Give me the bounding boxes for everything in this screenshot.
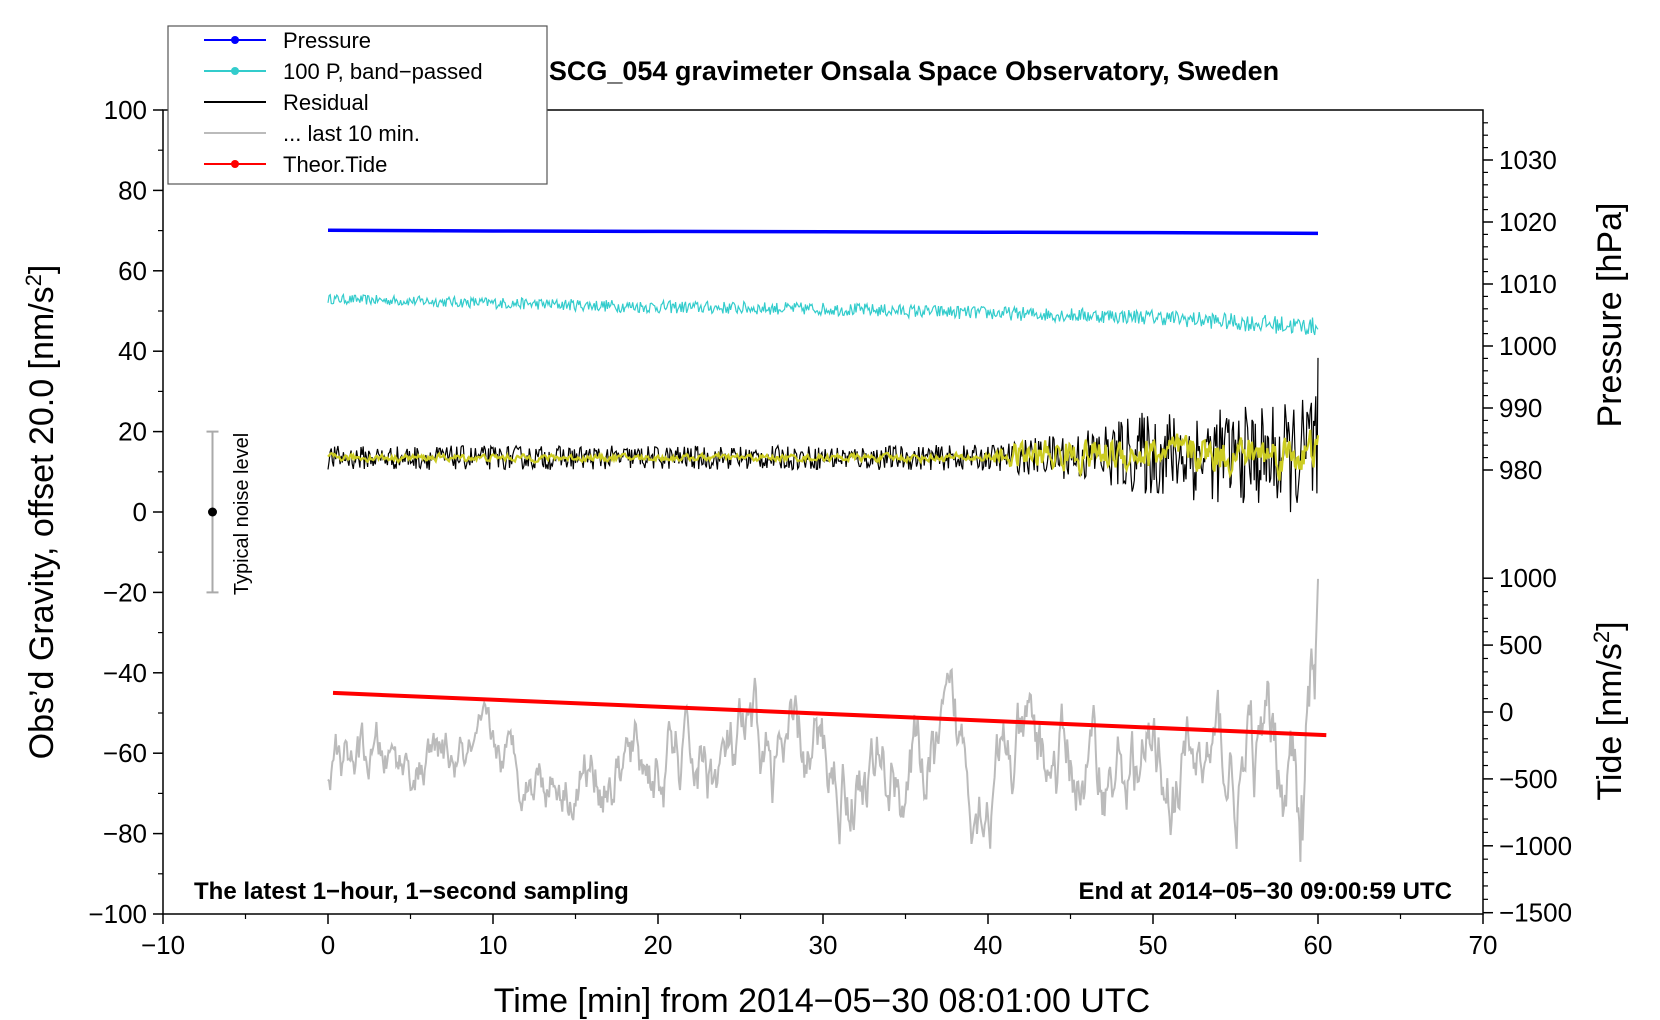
- noise-level-label: Typical noise level: [231, 433, 253, 595]
- x-tick-label: 30: [809, 930, 838, 960]
- legend-entry: Theor.Tide: [204, 152, 387, 177]
- series-line-100-p-band-passed: [327, 292, 1319, 336]
- pressure-axis-ticks: 980 990 1000 1010 1020 1030: [1483, 122, 1557, 485]
- series-line-residual-smoothed: [327, 429, 1320, 481]
- legend-label: Pressure: [283, 28, 371, 53]
- x-tick-label: −10: [141, 930, 185, 960]
- legend-swatch-marker: [231, 67, 239, 75]
- annotation-sampling: The latest 1−hour, 1−second sampling: [194, 878, 629, 905]
- y-tick-label: 80: [118, 175, 147, 205]
- tide-tick-label: −1500: [1499, 898, 1572, 928]
- legend-entry: ... last 10 min.: [204, 121, 420, 146]
- tide-axis-title: Tide [nm/s2]: [1589, 621, 1630, 800]
- y-tick-label: 60: [118, 256, 147, 286]
- tide-axis-title-superscript: 2: [1589, 631, 1614, 643]
- y-tick-label: −20: [103, 577, 147, 607]
- pressure-axis-title: Pressure [hPa]: [1591, 203, 1629, 428]
- y-axis-title-text: Obs’d Gravity, offset 20.0 [nm/s: [23, 286, 61, 759]
- x-tick-label: 10: [479, 930, 508, 960]
- legend-swatch-marker: [231, 160, 239, 168]
- legend-label: Theor.Tide: [283, 152, 387, 177]
- data-series: [327, 228, 1327, 862]
- tide-tick-label: −500: [1499, 764, 1558, 794]
- series-line-last-10-min: [327, 578, 1319, 862]
- noise-level-dot: [208, 507, 217, 517]
- tide-axis-ticks: −1500 −1000 −500 0 500 1000: [1483, 563, 1572, 928]
- noise-level-indicator: [206, 430, 219, 594]
- x-tick-label: 50: [1139, 930, 1168, 960]
- tide-axis-title-text: Tide [nm/s: [1591, 643, 1629, 800]
- x-tick-label: 60: [1304, 930, 1333, 960]
- x-tick-label: 0: [321, 930, 335, 960]
- y-axis-title-superscript: 2: [21, 274, 46, 286]
- pressure-tick-label: 1010: [1499, 269, 1557, 299]
- legend-box: [167, 25, 548, 185]
- legend-swatch-marker: [231, 36, 239, 44]
- plot-frame: [162, 109, 1484, 915]
- x-axis-title: Time [min] from 2014−05−30 08:01:00 UTC: [494, 982, 1150, 1020]
- annotation-end-time: End at 2014−05−30 09:00:59 UTC: [1078, 878, 1452, 905]
- legend-label: Residual: [283, 90, 369, 115]
- pressure-tick-label: 980: [1499, 455, 1542, 485]
- legend-entry: 100 P, band−passed: [204, 59, 483, 84]
- tide-tick-label: 500: [1499, 630, 1542, 660]
- legend-label: 100 P, band−passed: [283, 59, 483, 84]
- y-axis-title-left: Obs’d Gravity, offset 20.0 [nm/s2]: [21, 265, 62, 760]
- pressure-tick-label: 1020: [1499, 207, 1557, 237]
- x-tick-label: 20: [644, 930, 673, 960]
- y-axis-title-bracket: ]: [23, 265, 61, 274]
- tide-tick-label: −1000: [1499, 831, 1572, 861]
- series-line-pressure: [327, 228, 1319, 236]
- pressure-tick-label: 1000: [1499, 331, 1557, 361]
- y-tick-label: −100: [88, 899, 147, 929]
- y-tick-label: −80: [103, 819, 147, 849]
- tide-tick-label: 0: [1499, 697, 1513, 727]
- pressure-tick-label: 1030: [1499, 145, 1557, 175]
- y-tick-label: 0: [133, 497, 147, 527]
- legend: Pressure 100 P, band−passed Residual ... la…: [167, 25, 548, 185]
- x-tick-label: 70: [1469, 930, 1498, 960]
- legend-entry: Pressure: [204, 28, 371, 53]
- chart-title: SCG_054 gravimeter Onsala Space Observat…: [549, 56, 1279, 86]
- y-tick-label: 100: [104, 95, 147, 125]
- legend-entry: Residual: [204, 90, 369, 115]
- tide-axis-title-bracket: ]: [1591, 621, 1629, 630]
- series-line-theor-tide: [332, 690, 1327, 738]
- x-tick-label: 40: [974, 930, 1003, 960]
- y-axis-ticks: −100 −80 −60 −40 −20 0 20 40 60 80 100: [88, 95, 163, 929]
- legend-label: ... last 10 min.: [283, 121, 420, 146]
- x-axis-ticks: −10 0 10 20 30 40 50 60 70: [141, 914, 1498, 960]
- y-tick-label: −60: [103, 738, 147, 768]
- y-tick-label: −40: [103, 658, 147, 688]
- y-tick-label: 40: [118, 336, 147, 366]
- tide-tick-label: 1000: [1499, 563, 1557, 593]
- y-tick-label: 20: [118, 417, 147, 447]
- pressure-tick-label: 990: [1499, 393, 1542, 423]
